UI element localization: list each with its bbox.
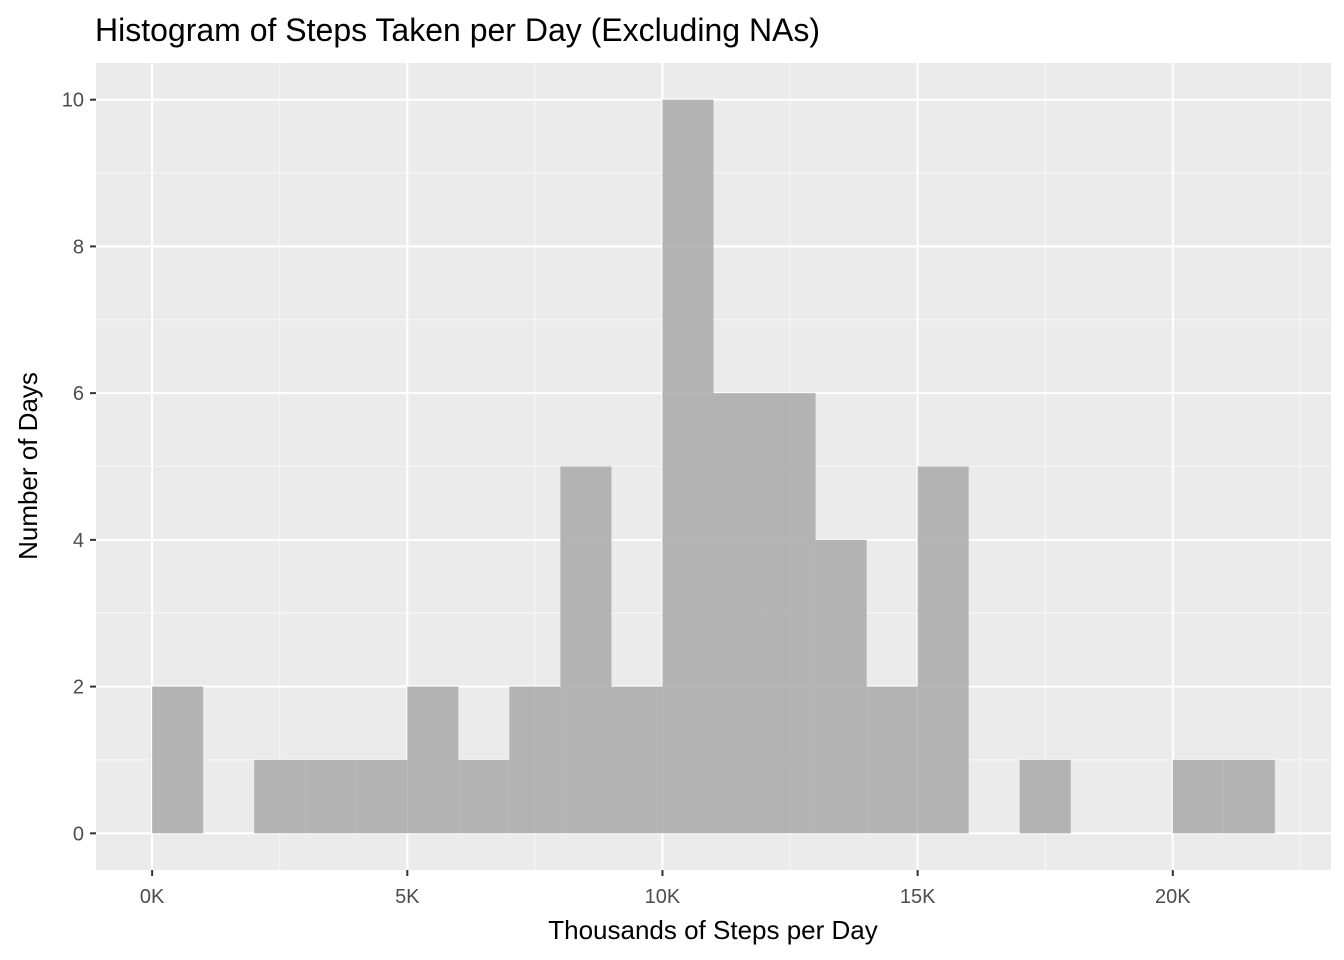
histogram-bar (866, 686, 918, 834)
histogram-bar (1223, 759, 1275, 834)
histogram-bar (662, 99, 714, 834)
x-tick-label: 10K (645, 886, 681, 908)
histogram-bar (152, 686, 204, 834)
histogram-bar (713, 393, 765, 834)
histogram-bar (611, 686, 663, 834)
y-tick-label: 10 (62, 90, 84, 112)
histogram-bar (356, 759, 408, 834)
histogram-bars (152, 99, 1275, 834)
histogram-bar (509, 686, 561, 834)
x-axis-title: Thousands of Steps per Day (548, 915, 878, 945)
y-tick-label: 4 (73, 530, 84, 552)
histogram-bar (1019, 759, 1071, 834)
x-tick-label: 0K (140, 886, 165, 908)
histogram-bar (254, 759, 306, 834)
histogram-bar (815, 539, 867, 834)
y-axis-ticks: 0 2 4 6 8 10 (62, 90, 96, 845)
histogram-bar (407, 686, 459, 834)
y-axis-title: Number of Days (13, 372, 43, 560)
histogram-bar (1172, 759, 1224, 834)
x-tick-label: 20K (1155, 886, 1191, 908)
x-tick-label: 15K (900, 886, 936, 908)
histogram-bar (764, 393, 816, 834)
histogram-bar (917, 466, 969, 834)
y-tick-label: 0 (73, 823, 84, 845)
x-tick-label: 5K (395, 886, 420, 908)
y-tick-label: 2 (73, 677, 84, 699)
histogram-bar (305, 759, 357, 834)
y-tick-label: 6 (73, 383, 84, 405)
y-tick-label: 8 (73, 236, 84, 258)
x-axis-ticks: 0K 5K 10K 15K 20K (140, 870, 1191, 908)
chart-title: Histogram of Steps Taken per Day (Exclud… (95, 12, 820, 48)
histogram-bar (458, 759, 510, 834)
histogram-bar (560, 466, 612, 834)
